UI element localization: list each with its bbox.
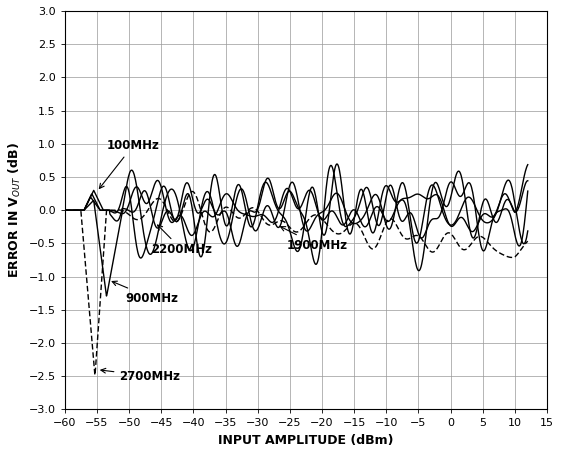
Text: 900MHz: 900MHz <box>112 281 179 305</box>
Text: 100MHz: 100MHz <box>99 139 159 188</box>
X-axis label: INPUT AMPLITUDE (dBm): INPUT AMPLITUDE (dBm) <box>218 434 394 447</box>
Text: 2200MHz: 2200MHz <box>151 225 213 257</box>
Text: 1900MHz: 1900MHz <box>280 227 348 252</box>
Y-axis label: ERROR IN V$_{OUT}$ (dB): ERROR IN V$_{OUT}$ (dB) <box>7 142 23 278</box>
Text: 2700MHz: 2700MHz <box>101 368 181 383</box>
